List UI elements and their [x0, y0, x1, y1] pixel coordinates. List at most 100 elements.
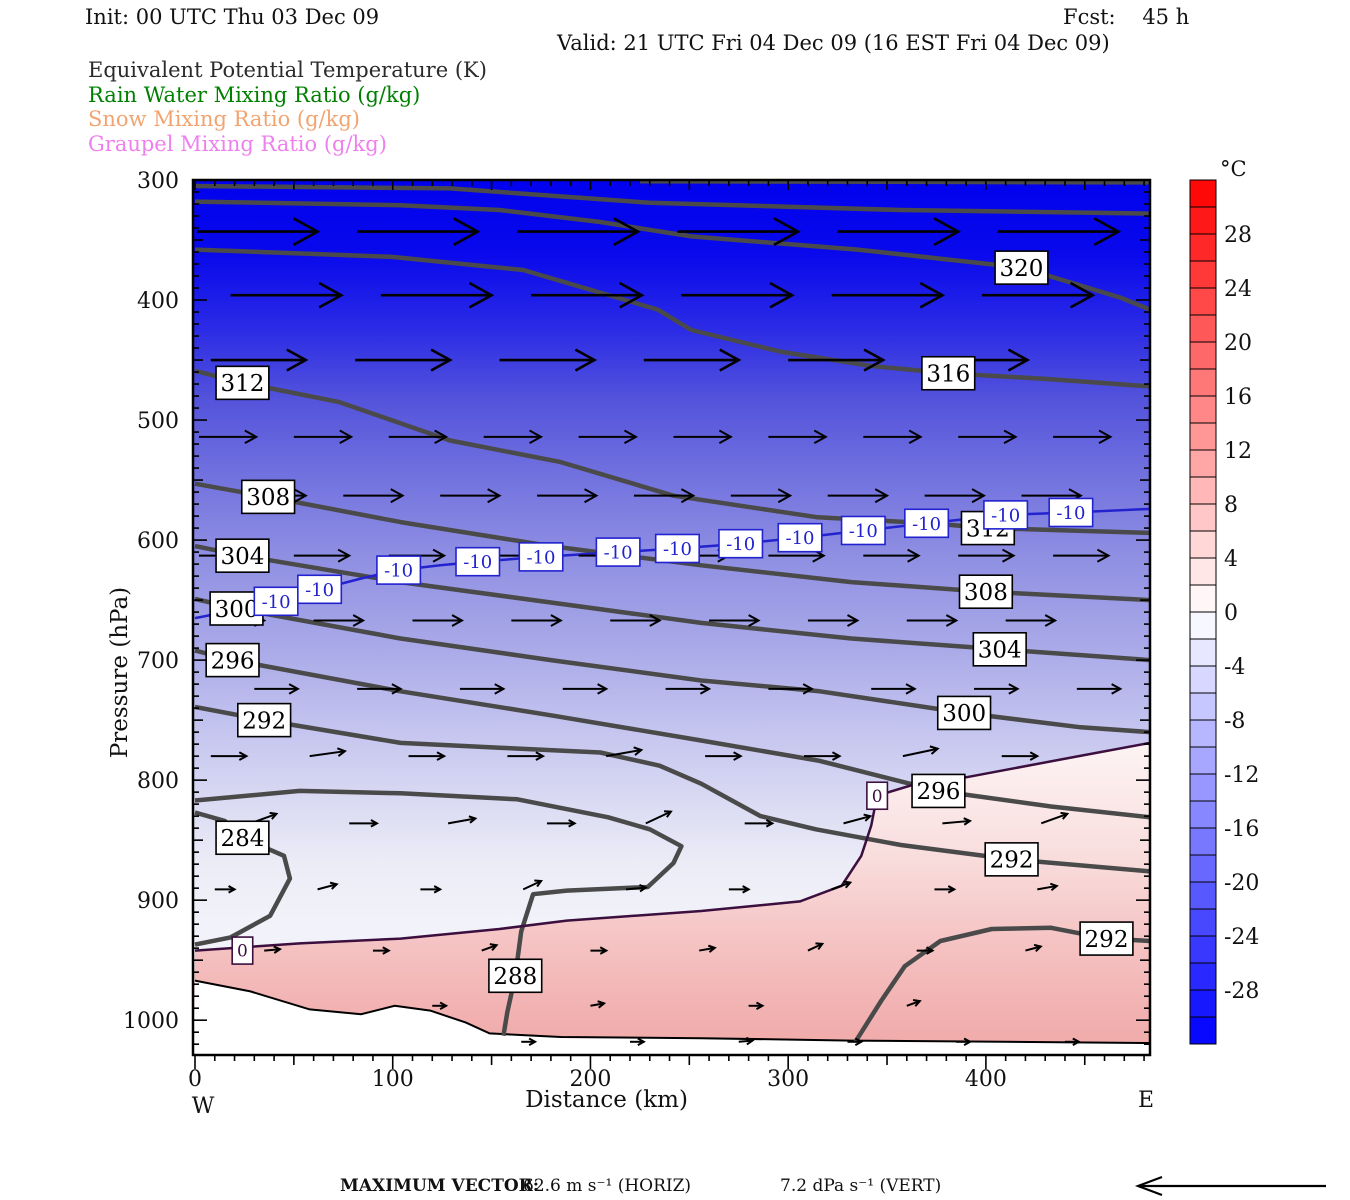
- contour-label: -10: [1056, 503, 1085, 524]
- pressure-tick-label: 300: [137, 169, 179, 194]
- wind-vector: [665, 683, 712, 695]
- contour-label-box: [972, 632, 1027, 667]
- colorbar-tick-label: -12: [1224, 763, 1259, 788]
- wind-vector: [807, 942, 825, 952]
- wind-vector: [590, 1000, 607, 1009]
- wind-vector: [744, 819, 775, 828]
- wind-vector: [673, 429, 733, 445]
- colorbar-cell: [1189, 314, 1217, 343]
- wind-vector: [388, 429, 449, 445]
- theta-e-contour-320: [194, 199, 1150, 312]
- contour-label: 308: [246, 485, 290, 511]
- colorbar-cell: [1189, 881, 1217, 910]
- wind-vector: [906, 999, 922, 1007]
- colorbar-cell: [1189, 611, 1217, 640]
- wind-vector: [906, 614, 959, 627]
- contour-label-box: [936, 695, 992, 731]
- wind-vector: [958, 429, 1018, 445]
- wind-vector: [355, 348, 453, 372]
- contour-label: 316: [926, 362, 970, 388]
- colorbar-cell: [1189, 233, 1217, 262]
- contour-label-box: [488, 958, 543, 994]
- wind-vector: [1053, 548, 1111, 563]
- wind-vector: [1053, 429, 1113, 445]
- wind-vector: [831, 880, 853, 891]
- pressure-tick-label: 1000: [123, 1009, 179, 1034]
- colorbar-tick-label: -4: [1224, 655, 1245, 680]
- contour-label: 312: [221, 371, 265, 397]
- wind-vector: [768, 683, 814, 695]
- contour-label: 308: [964, 580, 1008, 606]
- colorbar-cell: [1189, 260, 1217, 289]
- wind-vector: [843, 813, 873, 825]
- wind-vector: [645, 810, 673, 825]
- colorbar-tick-label: 20: [1224, 331, 1252, 356]
- contour-label-box: [215, 365, 270, 401]
- colorbar-cell: [1189, 530, 1217, 559]
- wind-vector: [408, 751, 447, 761]
- wind-vector: [748, 1001, 765, 1010]
- wind-vector: [313, 614, 366, 627]
- max-vector-vert: 7.2 dPa s⁻¹ (VERT): [780, 1176, 942, 1196]
- theta-e-contour-296: [194, 648, 1150, 820]
- contour-label-box: [958, 574, 1014, 609]
- contour-label-box: [205, 642, 260, 678]
- wind-vector: [357, 217, 481, 247]
- wind-vector: [738, 1036, 755, 1046]
- colorbar-cell: [1189, 908, 1217, 937]
- wind-vector: [768, 429, 828, 445]
- contour-label: -10: [991, 505, 1020, 526]
- wind-vector: [210, 751, 249, 761]
- contour-label: 288: [493, 964, 537, 990]
- valid-time-label: Valid: 21 UTC Fri 04 Dec 09 (16 EST Fri …: [557, 31, 1110, 55]
- wind-vector: [1076, 683, 1123, 695]
- east-end-label: E: [1138, 1088, 1154, 1113]
- contour-label-box: [921, 355, 976, 391]
- colorbar-cell: [1189, 206, 1217, 235]
- contour-label: -10: [384, 561, 413, 582]
- contour-label: -10: [463, 552, 492, 573]
- wind-vector: [709, 614, 761, 627]
- wind-vector: [788, 348, 886, 372]
- wind-vector: [372, 946, 391, 955]
- wind-vector: [293, 548, 352, 563]
- wind-vector: [440, 488, 502, 504]
- pressure-tick-label: 900: [137, 889, 179, 914]
- legend-rain: Rain Water Mixing Ratio (g/kg): [88, 83, 421, 107]
- wind-vector: [629, 1037, 646, 1046]
- wind-vector: [705, 751, 743, 761]
- wind-vector: [578, 429, 639, 445]
- wind-vector: [264, 945, 283, 954]
- contour-label: 304: [221, 544, 265, 570]
- wind-vector: [942, 817, 973, 826]
- wind-vector: [230, 281, 345, 309]
- colorbar-cell: [1189, 800, 1217, 829]
- wind-vector: [1025, 943, 1043, 952]
- colorbar-tick-label: 8: [1224, 493, 1238, 518]
- colorbar-units-label: °C: [1220, 157, 1247, 181]
- legend-snow: Snow Mixing Ratio (g/kg): [88, 107, 360, 131]
- colorbar-cell: [1189, 557, 1217, 586]
- wind-vector: [1005, 614, 1058, 627]
- colorbar-tick-label: -20: [1224, 871, 1259, 896]
- colorbar-cell: [1189, 989, 1217, 1018]
- wind-vector: [625, 883, 648, 893]
- wind-vector: [974, 683, 1020, 695]
- wind-vector: [214, 885, 237, 894]
- wind-vector: [916, 946, 935, 955]
- pressure-tick-label: 700: [137, 649, 179, 674]
- wind-vector: [343, 488, 405, 504]
- contour-label: -10: [726, 534, 755, 555]
- contour-label-box: [455, 546, 501, 577]
- wind-vector: [521, 1037, 538, 1046]
- wind-vector: [681, 281, 795, 309]
- wind-vector: [517, 217, 641, 247]
- wind-vector: [803, 751, 842, 761]
- wind-vector: [981, 281, 1096, 309]
- wind-vector: [349, 819, 379, 828]
- contour-label: 284: [221, 826, 265, 852]
- contour-label-box: [1048, 497, 1094, 528]
- contour-label: -10: [305, 580, 334, 601]
- contour-label: 0: [237, 942, 248, 962]
- y-axis-title: Pressure (hPa): [107, 587, 133, 758]
